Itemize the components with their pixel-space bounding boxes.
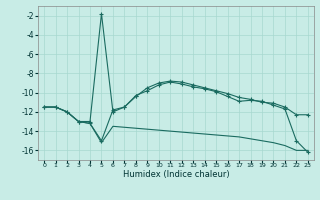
X-axis label: Humidex (Indice chaleur): Humidex (Indice chaleur)	[123, 170, 229, 179]
